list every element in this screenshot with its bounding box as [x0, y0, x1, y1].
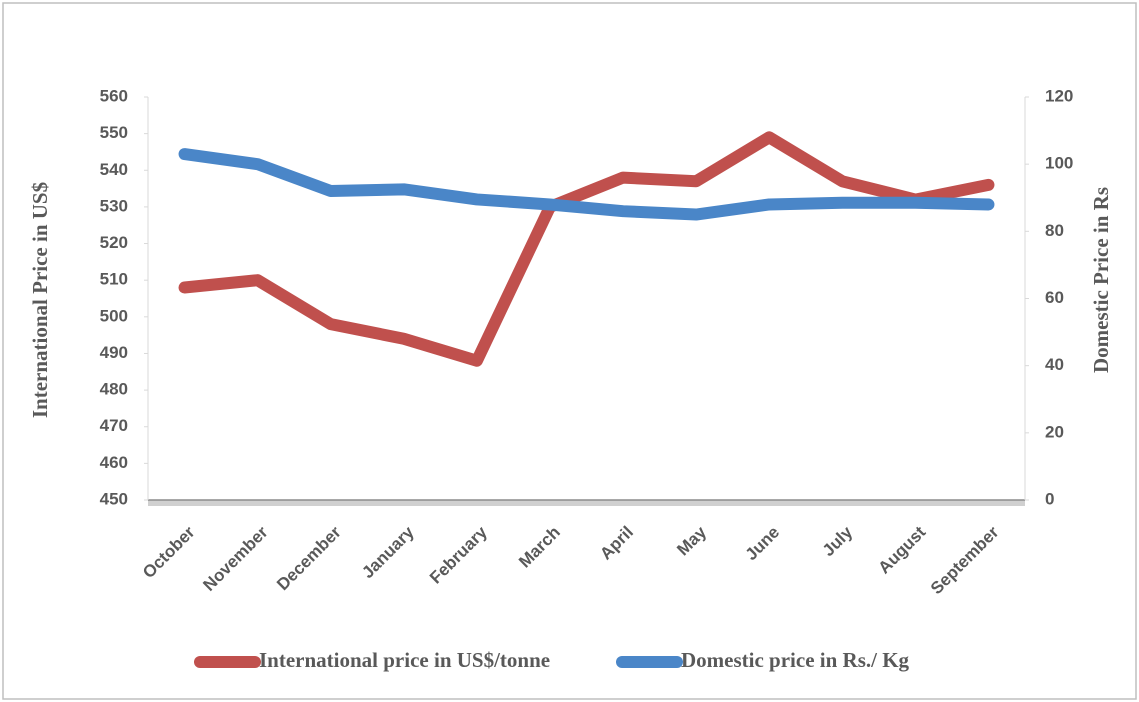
- y-tick-label: 500: [100, 306, 128, 325]
- y2-tick-label: 100: [1045, 154, 1073, 173]
- y2-tick-label: 40: [1045, 355, 1064, 374]
- y-axis-title: International Price in US$: [28, 182, 52, 418]
- y2-tick-label: 60: [1045, 288, 1064, 307]
- y-tick-label: 540: [100, 160, 128, 179]
- y-tick-label: 490: [100, 343, 128, 362]
- y-tick-label: 520: [100, 233, 128, 252]
- y-tick-label: 550: [100, 123, 128, 142]
- y-tick-label: 460: [100, 453, 128, 472]
- y-tick-label: 450: [100, 489, 128, 508]
- y2-tick-label: 0: [1045, 489, 1054, 508]
- y2-axis-title: Domestic Price in Rs: [1089, 187, 1113, 373]
- y-tick-label: 480: [100, 380, 128, 399]
- legend-label: Domestic price in Rs./ Kg: [681, 648, 910, 672]
- y-tick-label: 510: [100, 270, 128, 289]
- y2-tick-label: 120: [1045, 86, 1073, 105]
- y2-tick-label: 20: [1045, 422, 1064, 441]
- y-tick-label: 560: [100, 86, 128, 105]
- series-line: [178, 148, 995, 221]
- y2-tick-label: 80: [1045, 221, 1064, 240]
- y-tick-label: 530: [100, 196, 128, 215]
- legend-label: International price in US$/tonne: [259, 648, 550, 672]
- y-tick-label: 470: [100, 416, 128, 435]
- series-line: [178, 131, 995, 367]
